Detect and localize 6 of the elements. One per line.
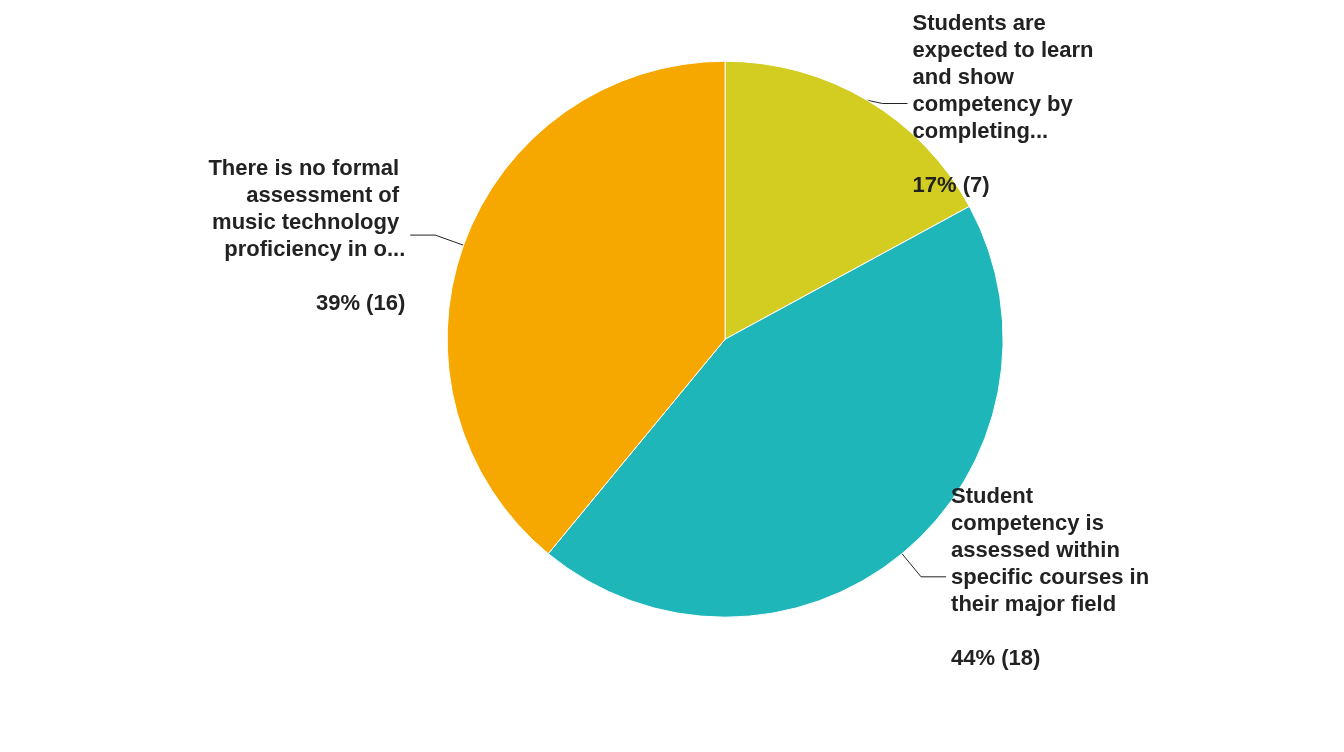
slice-label: There is no formal assessment of music technology proficiency in o... xyxy=(208,155,406,262)
data-label: 44% (18) xyxy=(951,645,1041,671)
data-label: 17% (7) xyxy=(912,172,990,197)
slice-label: Student competency is assessed within specific courses in their major field xyxy=(951,483,1156,617)
slice-label: Students are expected to learn and show competency by completing... xyxy=(912,10,1100,143)
data-label: 39% (16) xyxy=(315,290,406,316)
